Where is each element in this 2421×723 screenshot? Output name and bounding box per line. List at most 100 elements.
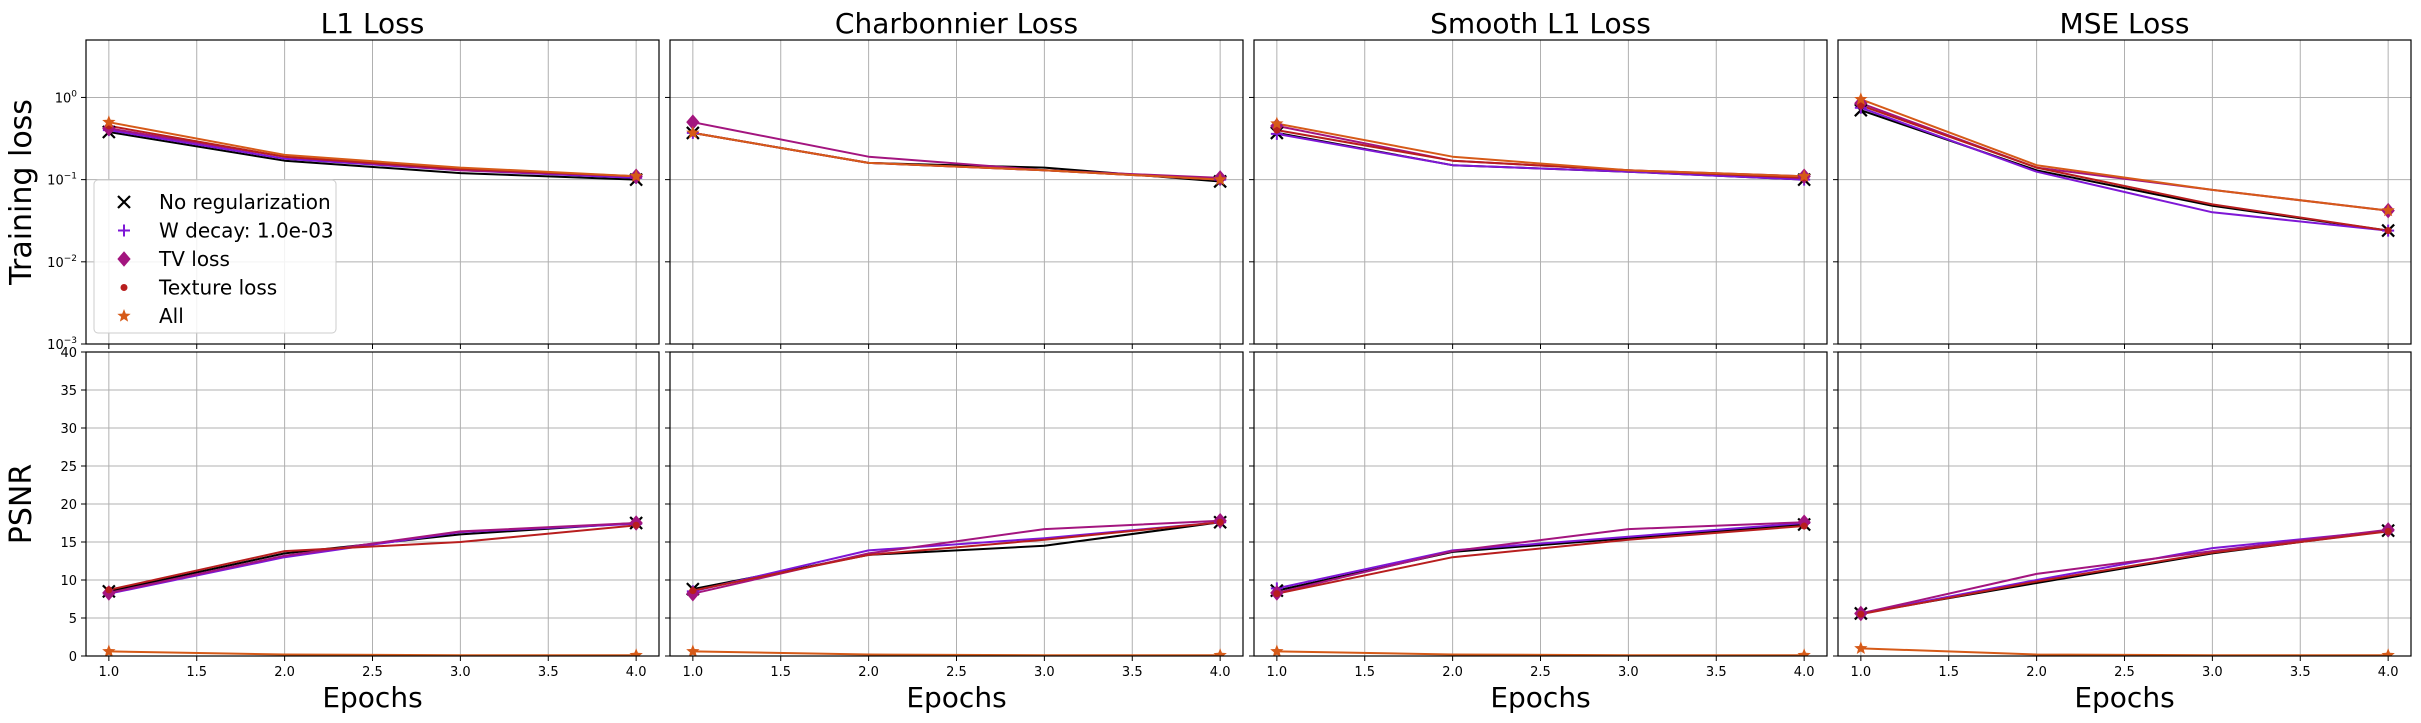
series-line-4 xyxy=(1860,530,2389,616)
x-tick-label: 2.5 xyxy=(1530,665,1551,680)
y-tick-label: 10−2 xyxy=(47,254,77,271)
series-line-2 xyxy=(1860,106,2389,232)
x-tick-label: 1.0 xyxy=(1851,665,1872,680)
y-tick-label: 25 xyxy=(60,460,77,475)
series-line-5 xyxy=(1276,122,1805,178)
legend-marker xyxy=(118,224,130,237)
axes-frame xyxy=(1253,39,1828,345)
data-point xyxy=(1797,169,1811,182)
panel-title: MSE Loss xyxy=(2060,7,2190,40)
series-line-5 xyxy=(108,121,637,178)
series-group xyxy=(1270,514,1811,656)
legend-label: TV loss xyxy=(158,247,230,271)
panel-3: Smooth L1 Loss xyxy=(1249,7,1828,349)
x-tick-label: 3.0 xyxy=(1034,665,1055,680)
y-tick-base: 10 xyxy=(47,338,64,353)
panel-5: 1.0 1.5 2.0 2.5 3.0 3.5 4.0 0 5 10 15 20 25 30 35 40 Epo… xyxy=(4,346,660,714)
y-tick-base: 10 xyxy=(47,256,64,271)
data-point xyxy=(689,587,697,595)
y-tick-exponent: 0 xyxy=(71,89,77,99)
y-tick-exponent: −3 xyxy=(64,336,77,346)
panel-2: Charbonnier Loss xyxy=(665,7,1244,349)
series-line-3 xyxy=(1276,521,1805,594)
x-tick-label: 4.0 xyxy=(1794,665,1815,680)
y-tick-base: 10 xyxy=(55,91,72,106)
series-group xyxy=(1854,522,2395,656)
series-group xyxy=(686,512,1227,656)
legend-label: W decay: 1.0e-03 xyxy=(159,219,334,243)
y-tick-label: 100 xyxy=(55,89,78,106)
data-point xyxy=(1854,92,1868,105)
data-point xyxy=(1213,172,1227,186)
legend: No regularization W decay: 1.0e-03 TV loss… xyxy=(93,179,337,334)
series-group xyxy=(1270,116,1811,187)
series-line-3 xyxy=(1860,528,2389,615)
data-point xyxy=(629,648,643,656)
series-line-3 xyxy=(108,522,637,594)
series-group xyxy=(102,115,643,187)
series-group xyxy=(686,114,1227,189)
legend-marker xyxy=(117,251,131,267)
x-tick-label: 4.0 xyxy=(626,665,647,680)
y-tick-label: 35 xyxy=(60,384,77,399)
y-tick-label: 10−3 xyxy=(47,336,77,353)
x-tick-label: 1.5 xyxy=(770,665,791,680)
data-point xyxy=(1854,641,1868,655)
series-line-5 xyxy=(1276,650,1805,656)
panel-6: 1.0 1.5 2.0 2.5 3.0 3.5 4.0 Epochs xyxy=(665,351,1244,714)
data-point xyxy=(105,586,113,594)
x-tick-label: 2.5 xyxy=(362,665,383,680)
axes-frame xyxy=(1253,351,1828,657)
x-axis-label: Epochs xyxy=(322,681,422,714)
data-point xyxy=(102,644,116,656)
legend-marker xyxy=(120,284,128,291)
x-tick-label: 2.0 xyxy=(274,665,295,680)
x-tick-label: 3.5 xyxy=(1122,665,1143,680)
data-point xyxy=(1800,522,1808,530)
data-point xyxy=(1270,644,1284,656)
y-axis-label: PSNR xyxy=(4,464,39,544)
series-line-5 xyxy=(692,650,1221,656)
x-tick-label: 2.0 xyxy=(1442,665,1463,680)
x-tick-label: 3.0 xyxy=(1618,665,1639,680)
data-point xyxy=(2381,648,2395,656)
x-tick-label: 3.5 xyxy=(1706,665,1727,680)
data-point xyxy=(632,521,640,529)
x-tick-label: 4.0 xyxy=(2378,665,2399,680)
x-tick-label: 1.5 xyxy=(1354,665,1375,680)
x-tick-label: 1.0 xyxy=(683,665,704,680)
x-tick-label: 1.0 xyxy=(99,665,120,680)
data-point xyxy=(686,125,700,139)
data-point xyxy=(1270,116,1284,130)
legend-label: No regularization xyxy=(159,190,331,214)
axes-frame xyxy=(669,39,1244,345)
x-axis-label: Epochs xyxy=(906,681,1006,714)
panel-8: 1.0 1.5 2.0 2.5 3.0 3.5 4.0 Epochs xyxy=(1833,351,2412,714)
y-tick-label: 15 xyxy=(60,536,77,551)
y-tick-exponent: −1 xyxy=(64,172,77,182)
series-group xyxy=(1854,92,2395,238)
panel-4: MSE Loss xyxy=(1833,7,2412,349)
data-point xyxy=(2381,203,2395,217)
panel-7: 1.0 1.5 2.0 2.5 3.0 3.5 4.0 Epochs xyxy=(1249,351,1828,714)
y-tick-label: 0 xyxy=(69,650,77,665)
x-axis-label: Epochs xyxy=(2074,681,2174,714)
series-line-4 xyxy=(692,521,1221,592)
data-point xyxy=(686,644,700,656)
legend-label: All xyxy=(159,304,184,328)
x-tick-label: 1.5 xyxy=(1938,665,1959,680)
data-point xyxy=(629,169,643,182)
series-line-5 xyxy=(108,650,637,656)
x-tick-label: 3.0 xyxy=(2202,665,2223,680)
series-line-4 xyxy=(108,524,637,591)
y-tick-label: 5 xyxy=(69,612,77,627)
series-line-4 xyxy=(1860,104,2389,232)
x-tick-label: 2.5 xyxy=(2114,665,2135,680)
data-point xyxy=(1216,518,1224,526)
x-tick-label: 3.5 xyxy=(538,665,559,680)
y-tick-label: 40 xyxy=(60,346,77,361)
data-point xyxy=(1857,101,1865,109)
panel-title: Smooth L1 Loss xyxy=(1430,7,1651,40)
legend-marker xyxy=(117,309,131,322)
series-line-2 xyxy=(1860,529,2389,615)
